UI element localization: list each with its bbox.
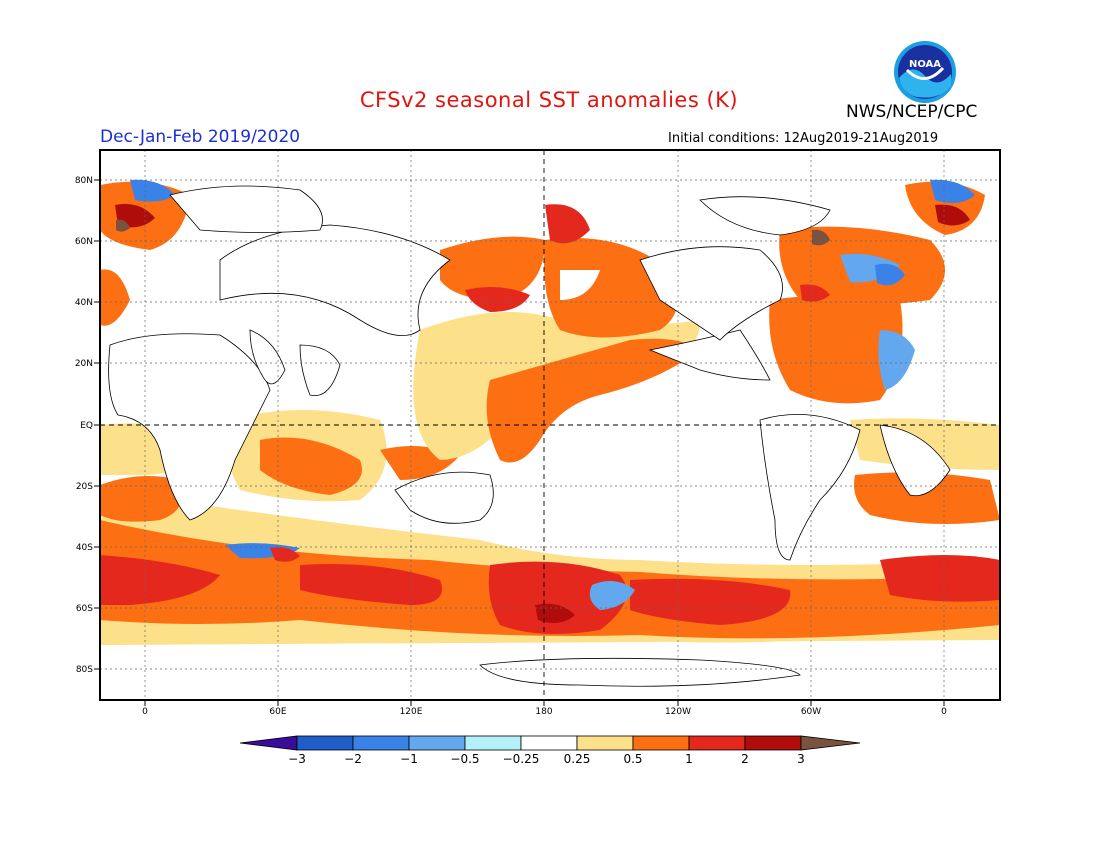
colorbar-label: −0.25 xyxy=(503,752,540,766)
lat-axis xyxy=(94,179,100,670)
colorbar-label: 0.25 xyxy=(564,752,591,766)
logo-text: NOAA xyxy=(909,59,941,70)
colorbar-underflow-triangle xyxy=(239,735,298,751)
colorbar-swatch xyxy=(520,735,578,751)
colorbar-label: −3 xyxy=(288,752,306,766)
lon-label: 0 xyxy=(941,707,947,717)
lon-label: 60W xyxy=(801,707,821,717)
colorbar-swatch xyxy=(632,735,690,751)
colorbar-label: −1 xyxy=(400,752,418,766)
lat-label: 20N xyxy=(75,359,93,369)
agency-label: NWS/NCEP/CPC xyxy=(846,102,978,122)
colorbar-overflow-triangle xyxy=(800,735,861,751)
lat-label: 60N xyxy=(75,237,93,247)
colorbar-label: −2 xyxy=(344,752,362,766)
lon-label: 120E xyxy=(400,707,423,717)
colorbar-label: 0.5 xyxy=(623,752,642,766)
colorbar-swatch xyxy=(296,735,354,751)
lat-label: 80N xyxy=(75,176,93,186)
lat-label: 40N xyxy=(75,298,93,308)
lon-axis xyxy=(144,700,945,706)
colorbar-label: 2 xyxy=(741,752,749,766)
lat-labels: 80N 60N 40N 20N EQ 20S 40S 60S 80S xyxy=(75,176,93,675)
lat-label: 20S xyxy=(76,482,93,492)
equator-dateline xyxy=(100,150,1000,700)
lon-labels: 0 60E 120E 180 120W 60W 0 xyxy=(142,707,947,717)
colorbar-swatch xyxy=(352,735,410,751)
colorbar-label: 3 xyxy=(797,752,805,766)
lat-label: 80S xyxy=(76,665,93,675)
colorbar: −3 −2 −1 −0.5 −0.25 0.25 0.5 1 2 3 xyxy=(239,735,861,766)
colorbar-swatch xyxy=(408,735,466,751)
lon-label: 60E xyxy=(269,707,286,717)
colorbar-swatch xyxy=(464,735,522,751)
season-label: Dec-Jan-Feb 2019/2020 xyxy=(100,127,301,147)
colorbar-swatch xyxy=(576,735,634,751)
colorbar-label: 1 xyxy=(685,752,693,766)
noaa-logo: NOAA xyxy=(894,41,956,103)
chart-title: CFSv2 seasonal SST anomalies (K) xyxy=(359,88,739,112)
lat-label: 60S xyxy=(76,604,93,614)
colorbar-label: −0.5 xyxy=(450,752,479,766)
colorbar-swatch xyxy=(688,735,746,751)
lon-label: 180 xyxy=(535,707,552,717)
lon-label: 120W xyxy=(665,707,691,717)
lon-label: 0 xyxy=(142,707,148,717)
lat-label: EQ xyxy=(80,421,93,431)
initial-conditions-label: Initial conditions: 12Aug2019-21Aug2019 xyxy=(668,131,939,146)
land-outlines xyxy=(108,185,951,687)
colorbar-swatch xyxy=(744,735,802,751)
lat-label: 40S xyxy=(76,543,93,553)
